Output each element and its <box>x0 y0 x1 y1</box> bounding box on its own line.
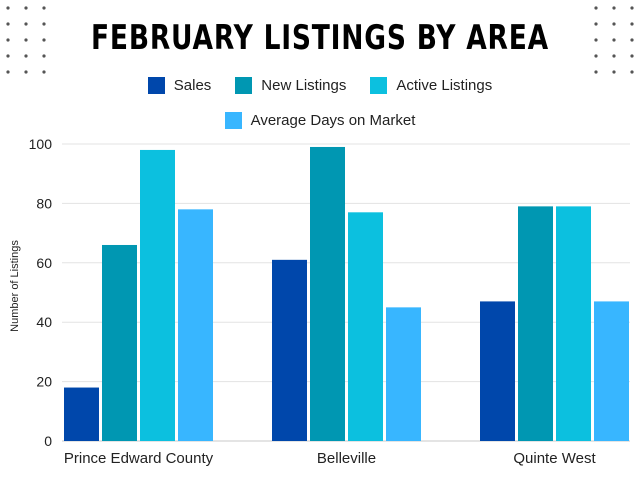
decorative-dot <box>630 70 634 74</box>
legend-item-new-listings: New Listings <box>235 77 346 94</box>
bar-active-listings <box>348 212 383 441</box>
decorative-dot <box>42 38 46 42</box>
decorative-dot <box>612 70 616 74</box>
decorative-dot <box>42 22 46 26</box>
decorative-dot <box>6 70 10 74</box>
decorative-dot <box>612 22 616 26</box>
bar-active-listings <box>140 149 175 441</box>
decorative-dot <box>24 22 28 26</box>
decorative-dot <box>594 6 598 10</box>
bar-sales <box>64 387 99 441</box>
bar-sales <box>272 259 307 441</box>
x-tick-label: Quinte West <box>513 450 596 467</box>
legend-label-new-listings: New Listings <box>261 77 347 94</box>
legend-item-avg-days: Average Days on Market <box>224 112 416 129</box>
y-tick-label: 100 <box>29 136 53 152</box>
decorative-dot <box>594 70 598 74</box>
legend-swatch-sales <box>147 77 165 94</box>
x-tick-label: Prince Edward County <box>64 450 214 467</box>
bar-new-listings <box>310 146 345 441</box>
decorative-dots-left <box>6 6 46 74</box>
legend-swatch-new-listings <box>235 77 253 94</box>
decorative-dot <box>630 6 634 10</box>
decorative-dot <box>594 22 598 26</box>
decorative-dot <box>24 70 28 74</box>
legend-label-avg-days: Average Days on Market <box>250 112 416 129</box>
decorative-dot <box>6 38 10 42</box>
decorative-dot <box>594 54 598 58</box>
decorative-dot <box>42 70 46 74</box>
legend-item-sales: Sales <box>147 77 212 94</box>
legend-item-active-listings: Active Listings <box>370 77 492 94</box>
legend-swatch-active-listings <box>370 77 388 94</box>
bar-new-listings <box>518 206 553 441</box>
chart-title: FEBRUARY LISTINGS BY AREA <box>91 18 549 58</box>
decorative-dot <box>630 38 634 42</box>
y-tick-label: 80 <box>36 195 52 211</box>
legend-row-2: Average Days on Market <box>0 112 640 129</box>
decorative-dot <box>42 6 46 10</box>
decorative-dot <box>6 6 10 10</box>
bar-sales <box>480 301 515 441</box>
decorative-dot <box>42 54 46 58</box>
decorative-dot <box>630 22 634 26</box>
y-tick-label: 40 <box>36 314 52 330</box>
y-tick-label: 0 <box>44 433 52 449</box>
legend-label-active-listings: Active Listings <box>396 77 493 94</box>
decorative-dot <box>6 22 10 26</box>
bar-avg-days <box>178 209 213 441</box>
decorative-dot <box>612 38 616 42</box>
bar-avg-days <box>594 301 629 441</box>
legend-row-1: Sales New Listings Active Listings <box>0 77 640 94</box>
y-tick-label: 20 <box>36 374 52 390</box>
decorative-dot <box>630 54 634 58</box>
decorative-dot <box>594 38 598 42</box>
legend-swatch-avg-days <box>224 112 242 129</box>
decorative-dot <box>24 54 28 58</box>
decorative-dot <box>6 54 10 58</box>
legend-label-sales: Sales <box>173 77 212 94</box>
decorative-dot <box>24 6 28 10</box>
decorative-dots-right <box>594 6 634 74</box>
bar-new-listings <box>102 244 137 441</box>
bar-active-listings <box>556 206 591 441</box>
y-tick-label: 60 <box>36 255 52 271</box>
decorative-dot <box>24 38 28 42</box>
x-tick-label: Belleville <box>317 450 376 467</box>
decorative-dot <box>612 6 616 10</box>
decorative-dot <box>612 54 616 58</box>
bar-avg-days <box>386 307 421 441</box>
